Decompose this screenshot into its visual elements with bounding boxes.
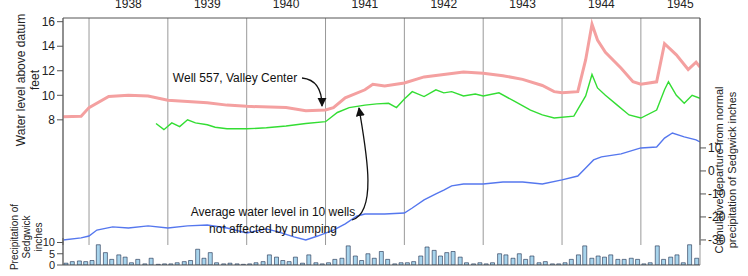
svg-text:1940: 1940 [273,0,300,11]
svg-text:1945: 1945 [667,0,694,11]
html-text:Precipitation of Sedgwick inch: Precipitation of Sedgwick inches [9,203,44,271]
svg-text:1942: 1942 [430,0,457,11]
svg-text:1943: 1943 [509,0,536,11]
html-text:Water level above datum feet: Water level above datum feet [14,13,42,147]
svg-text:5: 5 [49,248,55,260]
svg-text:10: 10 [43,236,55,248]
html-text:Cumulative departure from norm: Cumulative departure from normal precipi… [713,86,738,254]
svg-text:10: 10 [42,89,56,103]
svg-text:0: 0 [708,164,715,179]
svg-text:14: 14 [42,39,56,53]
svg-text:16: 16 [42,15,56,29]
svg-text:0: 0 [49,259,55,271]
html-text:Average water level in 10 well: Average water level in 10 wells not affe… [190,205,356,236]
svg-text:12: 12 [42,64,56,78]
html-text:Well 557, Valley Center: Well 557, Valley Center [172,71,298,85]
svg-text:1938: 1938 [115,0,142,11]
svg-text:8: 8 [48,113,55,127]
svg-text:1944: 1944 [588,0,615,11]
svg-text:1939: 1939 [194,0,221,11]
svg-text:1941: 1941 [352,0,379,11]
